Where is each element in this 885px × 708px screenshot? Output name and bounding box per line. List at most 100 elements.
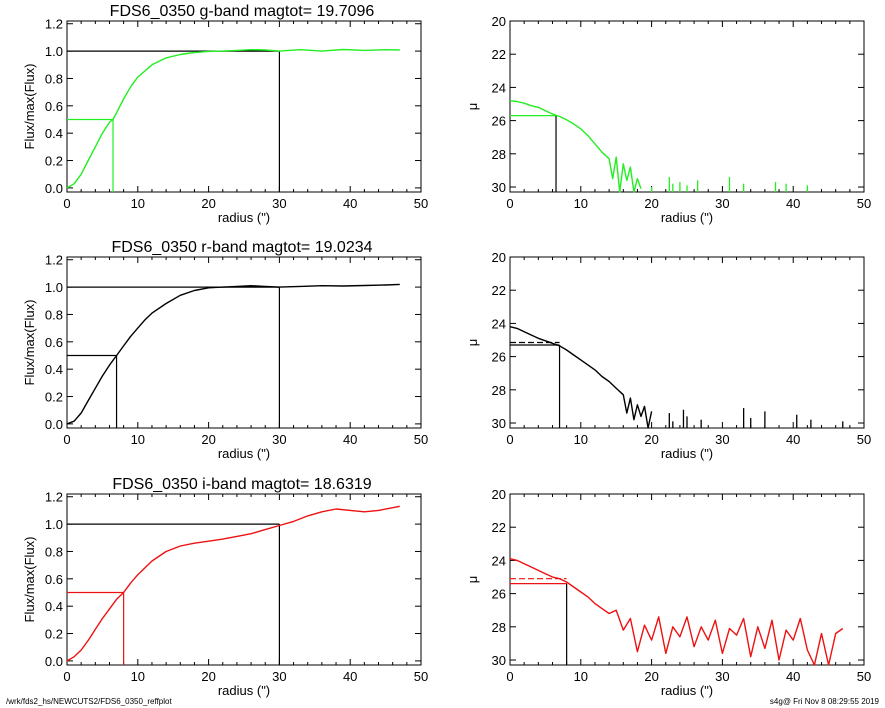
y-tick-label: 30 — [492, 416, 506, 431]
panel-title: FDS6_0350 i-band magtot= 18.6319 — [112, 476, 371, 493]
x-tick-label: 50 — [857, 432, 871, 447]
data-series-line — [509, 326, 653, 429]
y-tick-label: 22 — [492, 520, 506, 535]
footer-timestamp: s4g@ Fri Nov 8 08:29:55 2019 — [769, 697, 879, 706]
plot-frame — [509, 256, 865, 429]
data-series-line — [66, 283, 400, 425]
x-tick-label: 50 — [414, 196, 428, 211]
y-tick-label: 0.4 — [45, 362, 63, 377]
x-tick-label: 20 — [644, 432, 658, 447]
y-axis-label: μ — [465, 576, 480, 584]
y-tick-label: 22 — [492, 47, 506, 62]
y-tick-label: 28 — [492, 147, 506, 162]
data-series-line — [509, 100, 642, 193]
x-tick-label: 10 — [574, 196, 588, 211]
x-tick-label: 40 — [343, 196, 357, 211]
x-tick-label: 0 — [506, 669, 513, 684]
y-tick-label: 24 — [492, 553, 506, 568]
x-tick-label: 20 — [201, 432, 215, 447]
y-tick-label: 0.2 — [45, 154, 63, 169]
y-tick-label: 0.4 — [45, 126, 63, 141]
y-tick-label: 1.0 — [45, 280, 63, 295]
y-tick-label: 24 — [492, 80, 506, 95]
x-tick-label: 40 — [786, 432, 800, 447]
x-tick-label: 20 — [644, 669, 658, 684]
y-tick-label: 1.2 — [45, 253, 63, 268]
y-tick-label: 28 — [492, 383, 506, 398]
x-axis-label: radius (") — [218, 446, 270, 461]
x-tick-label: 40 — [343, 669, 357, 684]
x-tick-label: 10 — [574, 432, 588, 447]
x-tick-label: 10 — [131, 669, 145, 684]
x-tick-label: 30 — [272, 669, 286, 684]
x-tick-label: 10 — [131, 196, 145, 211]
y-axis-label: μ — [465, 339, 480, 347]
y-tick-label: 26 — [492, 114, 506, 129]
x-axis-label: radius (") — [661, 683, 713, 698]
y-tick-label: 20 — [492, 487, 506, 502]
x-tick-label: 30 — [272, 432, 286, 447]
y-tick-label: 28 — [492, 620, 506, 635]
x-axis-label: radius (") — [218, 683, 270, 698]
x-tick-label: 40 — [343, 432, 357, 447]
y-tick-label: 0.6 — [45, 335, 63, 350]
x-tick-label: 0 — [63, 432, 70, 447]
x-axis-label: radius (") — [218, 210, 270, 225]
y-tick-label: 0.8 — [45, 307, 63, 322]
x-tick-label: 50 — [414, 432, 428, 447]
x-tick-label: 20 — [644, 196, 658, 211]
plot-frame — [509, 493, 865, 666]
x-tick-label: 0 — [506, 432, 513, 447]
y-tick-label: 0.2 — [45, 390, 63, 405]
plot-frame — [509, 20, 865, 193]
y-axis-label: μ — [465, 103, 480, 111]
x-axis-label: radius (") — [661, 210, 713, 225]
footer-file-path: /wrk/fds2_hs/NEWCUTS2/FDS6_0350_reffplot — [6, 697, 172, 706]
plot-frame — [66, 256, 422, 429]
y-tick-label: 0.2 — [45, 627, 63, 642]
y-tick-label: 0.0 — [45, 181, 63, 196]
plot-frame — [66, 20, 422, 193]
y-tick-label: 0.8 — [45, 71, 63, 86]
y-tick-label: 0.4 — [45, 599, 63, 614]
panel-title: FDS6_0350 g-band magtot= 19.7096 — [110, 3, 375, 20]
x-tick-label: 0 — [63, 669, 70, 684]
y-tick-label: 1.0 — [45, 44, 63, 59]
x-tick-label: 40 — [786, 669, 800, 684]
y-tick-label: 0.6 — [45, 99, 63, 114]
data-series-line — [66, 505, 400, 662]
x-tick-label: 30 — [715, 196, 729, 211]
y-tick-label: 22 — [492, 283, 506, 298]
y-axis-label: Flux/max(Flux) — [22, 64, 37, 150]
x-tick-label: 40 — [786, 196, 800, 211]
x-tick-label: 20 — [201, 669, 215, 684]
x-tick-label: 10 — [131, 432, 145, 447]
y-tick-label: 24 — [492, 316, 506, 331]
y-tick-label: 20 — [492, 250, 506, 265]
y-tick-label: 0.6 — [45, 572, 63, 587]
y-axis-label: Flux/max(Flux) — [22, 537, 37, 623]
x-tick-label: 0 — [506, 196, 513, 211]
panel-g-growth: 0 10 20 30 40 50 0.0 0.2 0.4 0.6 0.8 1.0 1.2 radius (… — [22, 3, 428, 225]
data-series-line — [66, 48, 400, 189]
y-tick-label: 0.8 — [45, 544, 63, 559]
plot-frame — [66, 493, 422, 666]
y-tick-label: 1.2 — [45, 17, 63, 32]
panel-r-growth: 0 10 20 30 40 50 0.0 0.2 0.4 0.6 0.8 1.0 1.2 radius (… — [22, 239, 428, 461]
y-tick-label: 26 — [492, 587, 506, 602]
x-tick-label: 30 — [715, 432, 729, 447]
y-tick-label: 26 — [492, 350, 506, 365]
y-tick-label: 0.0 — [45, 417, 63, 432]
y-tick-label: 0.0 — [45, 654, 63, 669]
y-tick-label: 30 — [492, 653, 506, 668]
x-tick-label: 20 — [201, 196, 215, 211]
x-tick-label: 50 — [857, 669, 871, 684]
x-tick-label: 0 — [63, 196, 70, 211]
x-tick-label: 50 — [857, 196, 871, 211]
panel-i-growth: 0 10 20 30 40 50 0.0 0.2 0.4 0.6 0.8 1.0 1.2 radius (… — [22, 476, 428, 698]
y-axis-label: Flux/max(Flux) — [22, 300, 37, 386]
panel-title: FDS6_0350 r-band magtot= 19.0234 — [111, 239, 372, 256]
